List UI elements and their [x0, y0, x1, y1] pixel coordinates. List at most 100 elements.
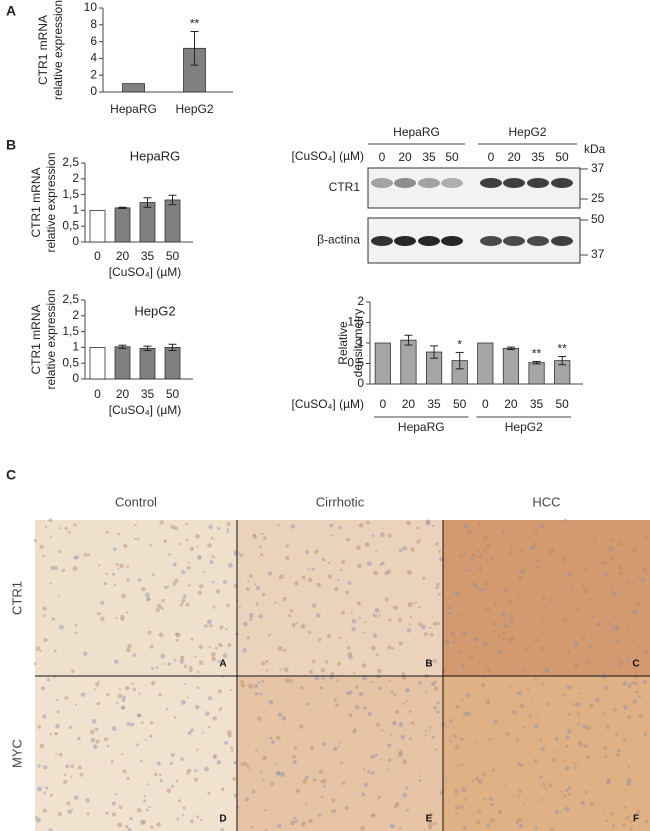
tissue-texture [243, 761, 248, 766]
blot-band [394, 236, 416, 246]
tissue-texture [508, 550, 513, 555]
tissue-texture [539, 738, 543, 742]
tissue-texture [490, 803, 494, 807]
tissue-texture [501, 631, 506, 636]
tissue-texture [611, 557, 614, 560]
tissue-texture [470, 557, 474, 562]
tissue-texture [431, 524, 435, 528]
tissue-texture [147, 630, 152, 635]
tissue-texture [136, 807, 142, 813]
tissue-texture [574, 762, 578, 766]
tissue-texture [454, 591, 460, 597]
panel-label: C [6, 467, 16, 483]
tissue-texture [633, 580, 636, 583]
tissue-texture [635, 601, 641, 607]
tissue-texture [152, 573, 156, 577]
tissue-texture [515, 738, 520, 742]
tissue-texture [397, 752, 403, 758]
tissue-texture [300, 685, 304, 690]
y-axis-label: Relative [336, 321, 350, 365]
tissue-texture [257, 716, 262, 721]
tissue-texture [34, 816, 38, 819]
tissue-texture [125, 685, 130, 691]
tissue-texture [149, 721, 154, 725]
tissue-texture [173, 716, 177, 719]
tissue-texture [222, 653, 228, 659]
tissue-texture [139, 759, 143, 763]
tissue-texture [103, 737, 108, 742]
tissue-texture [504, 785, 507, 788]
tissue-texture [536, 715, 539, 718]
tissue-texture [185, 602, 190, 607]
tissue-texture [448, 606, 453, 610]
error-bar [118, 344, 127, 349]
tissue-texture [181, 598, 186, 603]
tissue-texture [91, 719, 97, 724]
tissue-texture [180, 699, 186, 705]
tissue-texture [347, 581, 352, 585]
tissue-texture [501, 611, 506, 616]
tissue-texture [282, 648, 287, 653]
tissue-texture [509, 545, 513, 550]
blot-lane-label: 20 [398, 150, 412, 164]
tissue-texture [246, 764, 250, 768]
tissue-texture [393, 693, 397, 697]
marker-label: 37 [591, 161, 605, 175]
tissue-texture [483, 550, 487, 554]
significance-label: ** [532, 347, 542, 361]
tissue-texture [178, 799, 181, 803]
tissue-texture [462, 826, 467, 830]
tissue-texture [63, 779, 68, 784]
tissue-texture [555, 809, 560, 814]
tissue-texture [545, 702, 550, 706]
tissue-texture [398, 641, 403, 646]
tissue-texture [85, 798, 90, 803]
tissue-texture [520, 568, 525, 574]
y-tick-label: 0 [357, 376, 364, 390]
tissue-texture [573, 663, 579, 669]
tissue-texture [493, 601, 498, 607]
tissue-texture [486, 823, 491, 828]
tissue-texture [77, 736, 81, 741]
tissue-texture [259, 692, 263, 696]
tissue-texture [163, 539, 168, 543]
tissue-texture [444, 726, 447, 730]
tissue-texture [189, 665, 193, 670]
tissue-texture [424, 734, 427, 737]
tissue-texture [356, 545, 361, 550]
tissue-texture [136, 743, 140, 747]
tissue-texture [119, 614, 125, 620]
tissue-texture [170, 525, 175, 530]
tissue-texture [531, 614, 535, 617]
y-tick-label: 0 [72, 371, 79, 385]
tissue-texture [196, 545, 199, 548]
tissue-texture [534, 678, 538, 681]
tissue-texture [37, 764, 41, 768]
tissue-texture [285, 556, 290, 561]
error-bar [404, 334, 413, 346]
tissue-texture [117, 693, 123, 699]
tissue-texture [183, 664, 188, 669]
tissue-texture [516, 762, 521, 766]
tissue-texture [307, 577, 313, 583]
tissue-texture [320, 780, 324, 784]
tissue-texture [146, 597, 150, 602]
tissue-texture [120, 617, 125, 621]
tissue-texture [35, 646, 41, 652]
tissue-texture [212, 754, 218, 759]
tissue-texture [207, 791, 211, 795]
tissue-texture [466, 529, 472, 535]
tile-label: E [426, 814, 433, 825]
tissue-texture [83, 552, 88, 557]
tissue-texture [336, 579, 340, 582]
tissue-texture [477, 523, 481, 527]
tissue-texture [406, 628, 412, 633]
tissue-texture [461, 787, 467, 793]
tissue-texture [105, 811, 109, 815]
y-axis-label: CTR1 mRNA [29, 304, 43, 374]
tissue-texture [35, 817, 41, 823]
tissue-texture [528, 714, 533, 719]
tissue-texture [252, 534, 257, 539]
tissue-texture [393, 605, 398, 610]
tissue-texture [609, 628, 612, 632]
